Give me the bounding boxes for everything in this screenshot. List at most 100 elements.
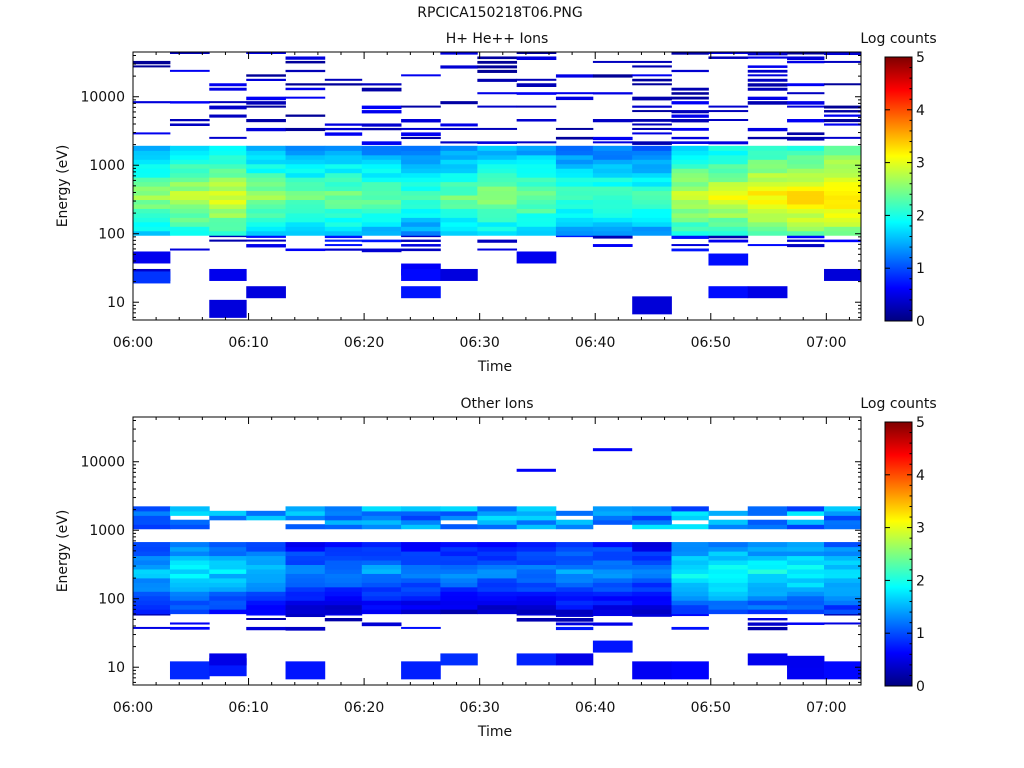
spectrogram-cell [555,212,594,218]
spectrogram-cell [592,604,633,610]
spectrogram-cell [477,69,518,73]
spectrogram-cell [246,212,286,218]
spectrogram-cell [555,546,594,552]
spectrogram-cell [285,199,326,205]
y-tick-label: 1000 [89,158,125,174]
spectrogram-cell [246,244,286,248]
spectrogram-cell [592,573,633,579]
spectrogram-cell [555,600,594,606]
spectrogram-cell [246,127,286,132]
spectrogram-cell [824,515,861,521]
spectrogram-cell [361,123,402,127]
spectrogram-cell [477,582,518,588]
spectrogram-cell [747,618,788,621]
spectrogram-cell [555,203,594,209]
spectrogram-cell [401,186,441,192]
spectrogram-cell [516,586,557,592]
spectrogram-cell [285,69,326,73]
spectrogram-cell [246,203,286,209]
spectrogram-cell [708,519,749,525]
spectrogram-cell [133,172,171,178]
spectrogram-cell [632,212,672,218]
spectrogram-cell [285,208,326,214]
spectrogram-cell [824,595,861,601]
spectrogram-cell [592,640,633,653]
spectrogram-cell [747,136,788,140]
spectrogram-cell [169,177,210,183]
spectrogram-cell [169,194,210,200]
spectrogram-cell [324,577,363,583]
spectrogram-cell [361,181,402,187]
spectrogram-cell [169,661,210,680]
spectrogram-cell [324,519,363,525]
spectrogram-cell [477,150,518,156]
spectrogram-cell [787,506,825,512]
spectrogram-cell [246,626,286,631]
spectrogram-cell [169,212,210,218]
spectrogram-cell [133,177,171,183]
spectrogram-cell [708,154,749,160]
spectrogram-cell [787,56,825,61]
spectrogram-cell [133,251,171,264]
spectrogram-cell [632,159,672,165]
spectrogram-cell [440,604,478,610]
spectrogram-cell [324,159,363,165]
spectrogram-cell [787,524,825,530]
spectrogram-cell [361,551,402,557]
spectrogram-cell [632,141,672,145]
spectrogram-cell [246,546,286,552]
y-tick-label: 10 [107,295,125,311]
spectrogram-cell [747,150,788,156]
spectrogram-cell [285,595,326,601]
spectrogram-cell [246,573,286,579]
spectrogram-cell [133,600,171,606]
spectrogram-cell [592,559,633,565]
spectrogram-cell [632,177,672,183]
spectrogram-cell [209,600,247,606]
spectrogram-cell [632,60,672,63]
spectrogram-cell [747,194,788,200]
spectrogram-cell [133,559,171,565]
spectrogram-cell [747,244,788,247]
x-tick-label: 06:30 [459,700,499,716]
spectrogram-cell [361,555,402,561]
spectrogram-cell [708,230,749,236]
spectrogram-cell [324,230,363,236]
spectrogram-cell [401,172,441,178]
spectrogram-cell [747,622,788,626]
spectrogram-cell [209,203,247,209]
spectrogram-cell [401,177,441,183]
spectrogram-cell [592,150,633,156]
spectrogram-cell [708,524,749,530]
spectrogram-cell [401,212,441,218]
spectrogram-cell [361,559,402,565]
spectrogram-cell [787,92,825,95]
spectrogram-cell [516,194,557,200]
spectrogram-cell [361,239,402,243]
spectrogram-cell [708,542,749,548]
spectrogram-cell [824,577,861,583]
spectrogram-cell [169,604,210,610]
spectrogram-cell [555,190,594,196]
spectrogram-cell [477,239,518,243]
figure-title: RPCICA150218T06.PNG [417,5,583,21]
spectrogram-cell [747,564,788,570]
spectrogram-cell [246,221,286,227]
spectrogram-cell [671,244,709,247]
spectrogram-cell [516,119,557,122]
spectrogram-cell [440,542,478,548]
spectrogram-cell [747,586,788,592]
spectrogram-cell [285,217,326,223]
spectrogram-cell [592,609,633,615]
spectrogram-cell [324,506,363,512]
spectrogram-cell [361,199,402,205]
spectrogram-cell [824,506,861,512]
spectrogram-cell [246,145,286,151]
spectrogram-cell [632,551,672,557]
spectrogram-cell [285,226,326,232]
spectrogram-cell [361,212,402,218]
spectrogram-cell [555,551,594,557]
spectrogram-cell [401,542,441,548]
spectrogram-cell [285,60,326,64]
spectrogram-cell [747,217,788,223]
